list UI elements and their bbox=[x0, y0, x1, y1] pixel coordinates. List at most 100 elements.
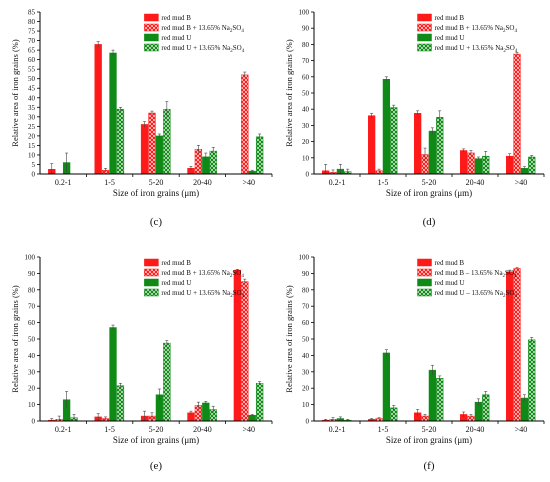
y-tick-label: 20 bbox=[28, 385, 36, 393]
y-axis-label: Relative area of iron grains (%) bbox=[10, 39, 20, 147]
x-tick-label: >40 bbox=[515, 425, 528, 434]
y-tick-label: 100 bbox=[299, 9, 310, 17]
y-tick-label: 25 bbox=[28, 123, 36, 131]
bar bbox=[428, 369, 437, 422]
bar bbox=[255, 136, 264, 175]
legend-swatch bbox=[417, 43, 432, 52]
x-tick-label: 0.2-1 bbox=[55, 425, 72, 434]
y-tick-label: 50 bbox=[28, 75, 36, 83]
legend-swatch bbox=[417, 268, 432, 277]
x-tick-label: 5-20 bbox=[149, 425, 164, 434]
y-tick-label: 100 bbox=[25, 254, 36, 262]
y-tick-label: 0 bbox=[306, 171, 310, 179]
x-tick-label: 5-20 bbox=[422, 425, 437, 434]
y-tick-label: 65 bbox=[28, 47, 36, 55]
y-tick-label: 80 bbox=[28, 286, 36, 294]
bar bbox=[116, 385, 125, 422]
y-tick-label: 10 bbox=[28, 151, 36, 159]
x-tick-label: 1-5 bbox=[104, 178, 115, 187]
x-tick-label: 0.2-1 bbox=[329, 425, 346, 434]
y-tick-label: 80 bbox=[302, 41, 310, 49]
y-tick-label: 80 bbox=[302, 286, 310, 294]
y-tick-label: 80 bbox=[28, 18, 36, 26]
bar bbox=[202, 402, 210, 422]
y-tick-label: 90 bbox=[302, 270, 310, 278]
y-tick-label: 50 bbox=[302, 90, 310, 98]
bar bbox=[482, 394, 490, 422]
x-tick-label: 1-5 bbox=[104, 425, 115, 434]
bar bbox=[467, 152, 475, 175]
chart-panel: 0 10 20 30 40 50 60 70 80 90 100 0.2-1 1-5 5-20 20-40 >… bbox=[10, 254, 273, 472]
y-tick-label: 0 bbox=[32, 418, 36, 426]
bar bbox=[528, 339, 536, 422]
x-tick-label: 20-40 bbox=[193, 178, 212, 187]
legend-entry: red mud U – 13.65% Na2SO4 bbox=[435, 289, 518, 299]
bar bbox=[241, 281, 249, 422]
bar bbox=[155, 135, 164, 175]
bar bbox=[109, 52, 117, 175]
bar bbox=[382, 78, 391, 175]
panel-label: (e) bbox=[150, 460, 163, 472]
bar bbox=[520, 397, 529, 422]
legend-entry: red mud U bbox=[435, 34, 465, 42]
y-axis-label: Relative area of iron grains (%) bbox=[284, 285, 294, 393]
legend-swatch bbox=[417, 13, 432, 22]
legend-swatch bbox=[144, 23, 159, 32]
y-tick-label: 30 bbox=[302, 368, 310, 376]
chart-panel: 0 10 20 30 40 50 60 70 80 90 100 0.2-1 1-5 5-20 20-40 >… bbox=[284, 254, 545, 472]
chart-panel: 0 10 20 30 40 50 60 70 80 90 100 0.2-1 1-5 5-20 20-40 >… bbox=[284, 9, 545, 228]
x-tick-label: 20-40 bbox=[466, 178, 485, 187]
legend-swatch bbox=[417, 23, 432, 32]
y-tick-label: 5 bbox=[32, 161, 36, 169]
legend-entry: red mud U + 13.65% Na2SO4 bbox=[435, 44, 518, 54]
y-tick-label: 60 bbox=[302, 319, 310, 327]
bar bbox=[436, 378, 444, 422]
panel-label: (c) bbox=[150, 216, 163, 228]
legend-entry: red mud U + 13.65% Na2SO4 bbox=[161, 44, 244, 54]
y-tick-label: 90 bbox=[302, 25, 310, 33]
y-tick-label: 40 bbox=[28, 352, 36, 360]
bar bbox=[163, 108, 171, 175]
panel-label: (f) bbox=[424, 460, 435, 472]
y-tick-label: 20 bbox=[302, 138, 310, 146]
y-tick-label: 75 bbox=[28, 28, 36, 36]
x-axis-label: Size of iron grains (μm) bbox=[113, 188, 199, 198]
bar bbox=[109, 327, 117, 422]
bar bbox=[94, 44, 102, 175]
y-tick-label: 40 bbox=[28, 94, 36, 102]
x-tick-label: 5-20 bbox=[422, 178, 437, 187]
y-tick-label: 85 bbox=[28, 9, 36, 17]
y-tick-label: 45 bbox=[28, 85, 36, 93]
y-tick-label: 30 bbox=[302, 122, 310, 130]
x-tick-label: >40 bbox=[515, 178, 528, 187]
x-tick-label: >40 bbox=[243, 425, 256, 434]
y-tick-label: 70 bbox=[28, 303, 36, 311]
x-tick-label: 0.2-1 bbox=[55, 178, 72, 187]
legend-entry: red mud B + 13.65% Na2SO4 bbox=[161, 269, 244, 279]
legend-entry: red mud B – 13.65% Na2SO4 bbox=[435, 269, 518, 279]
bar bbox=[414, 113, 422, 175]
y-tick-label: 40 bbox=[302, 352, 310, 360]
x-axis-label: Size of iron grains (μm) bbox=[386, 188, 472, 198]
y-tick-label: 60 bbox=[28, 56, 36, 64]
legend-swatch bbox=[417, 33, 432, 42]
y-tick-label: 50 bbox=[302, 336, 310, 344]
legend-entry: red mud B bbox=[435, 14, 465, 22]
x-tick-label: >40 bbox=[243, 178, 256, 187]
y-tick-label: 50 bbox=[28, 336, 36, 344]
x-tick-label: 1-5 bbox=[378, 178, 389, 187]
legend-entry: red mud B bbox=[161, 14, 191, 22]
bar bbox=[140, 124, 149, 175]
legend-swatch bbox=[144, 278, 159, 287]
panel-label: (d) bbox=[423, 216, 436, 228]
x-tick-label: 20-40 bbox=[193, 425, 212, 434]
legend-swatch bbox=[144, 13, 159, 22]
legend-entry: red mud B bbox=[435, 259, 465, 267]
bar bbox=[163, 342, 171, 422]
y-tick-label: 70 bbox=[302, 57, 310, 65]
y-tick-label: 30 bbox=[28, 368, 36, 376]
y-tick-label: 20 bbox=[302, 385, 310, 393]
legend-swatch bbox=[144, 268, 159, 277]
bar bbox=[513, 268, 521, 422]
